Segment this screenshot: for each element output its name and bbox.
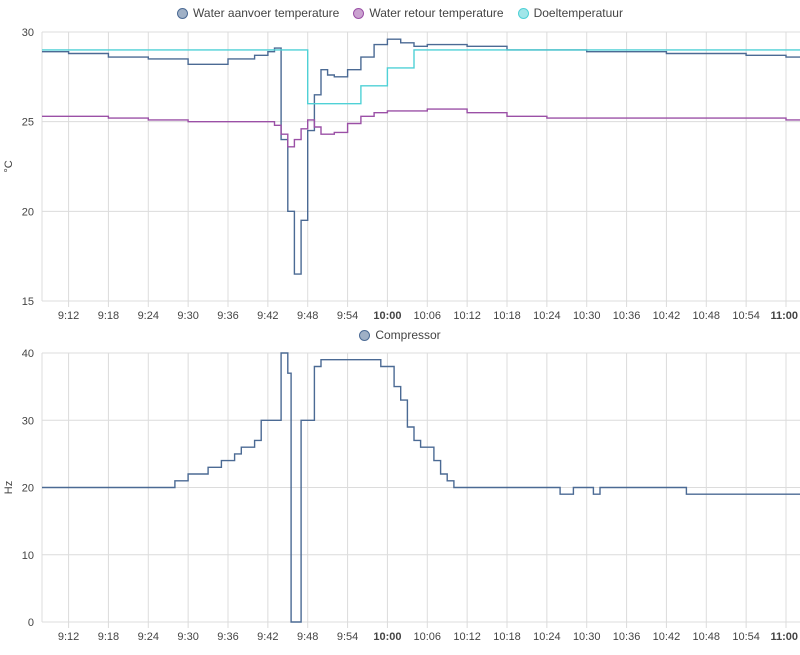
x-tick-label: 9:30 xyxy=(177,310,198,322)
x-tick-label: 9:12 xyxy=(58,310,79,322)
x-tick-label: 10:48 xyxy=(693,631,721,643)
temperature-chart: 15 20 25 30 9:12 9:18 9:24 9:30 9:36 9:42 9:48 9:54… xyxy=(3,27,800,322)
legend-label: Doeltemperatuur xyxy=(533,6,623,20)
x-tick-label: 10:06 xyxy=(414,310,442,322)
legend-swatch xyxy=(177,7,189,19)
x-tick-label: 10:06 xyxy=(414,631,442,643)
y-axis-label: °C xyxy=(3,160,15,172)
x-tick-label: 10:18 xyxy=(493,631,521,643)
y-tick-label: 0 xyxy=(28,617,34,629)
legend-label: Water aanvoer temperature xyxy=(193,6,340,20)
x-tick-label: 10:48 xyxy=(693,310,721,322)
x-tick-label: 11:00 xyxy=(770,631,798,643)
x-tick-label: 10:54 xyxy=(732,631,760,643)
x-tick-label: 9:18 xyxy=(98,631,119,643)
series-line xyxy=(42,352,800,623)
y-tick-label: 30 xyxy=(22,27,34,39)
series-line xyxy=(42,108,800,148)
y-tick-label: 20 xyxy=(22,206,34,218)
x-tick-label: 9:48 xyxy=(297,631,318,643)
y-tick-label: 15 xyxy=(22,296,34,308)
x-tick-label: 10:36 xyxy=(613,631,641,643)
x-tick-label: 9:36 xyxy=(217,310,238,322)
x-tick-label: 10:42 xyxy=(653,631,681,643)
x-tick-label: 10:30 xyxy=(573,310,601,322)
x-tick-label: 10:42 xyxy=(653,310,681,322)
legend-label: Compressor xyxy=(375,328,441,342)
y-axis-label: Hz xyxy=(3,481,15,494)
x-tick-label: 9:24 xyxy=(138,631,159,643)
x-tick-label: 9:30 xyxy=(177,631,198,643)
y-tick-label: 20 xyxy=(22,483,34,495)
bottom-chart-legend: Compressor xyxy=(0,328,800,342)
legend-item[interactable]: Doeltemperatuur xyxy=(517,6,623,20)
x-tick-label: 9:18 xyxy=(98,310,119,322)
compressor-chart: 0 10 20 30 40 9:12 9:18 9:24 9:30 9:36 9:42 9:48 9:5… xyxy=(3,348,800,643)
legend-label: Water retour temperature xyxy=(369,6,504,20)
x-tick-label: 10:18 xyxy=(493,310,521,322)
x-tick-label: 10:00 xyxy=(373,310,401,322)
legend-item[interactable]: Water retour temperature xyxy=(353,6,504,20)
x-tick-label: 9:12 xyxy=(58,631,79,643)
legend-item[interactable]: Compressor xyxy=(359,328,441,342)
x-tick-label: 9:48 xyxy=(297,310,318,322)
x-tick-label: 10:12 xyxy=(453,631,481,643)
series-line xyxy=(42,38,800,275)
x-tick-label: 9:36 xyxy=(217,631,238,643)
x-tick-label: 10:36 xyxy=(613,310,641,322)
y-tick-label: 40 xyxy=(22,348,34,360)
x-tick-label: 9:54 xyxy=(337,631,358,643)
x-tick-label: 10:24 xyxy=(533,310,561,322)
x-tick-label: 10:00 xyxy=(373,631,401,643)
x-tick-label: 10:24 xyxy=(533,631,561,643)
x-tick-label: 9:42 xyxy=(257,631,278,643)
top-chart-legend: Water aanvoer temperature Water retour te… xyxy=(0,6,800,20)
x-tick-label: 10:30 xyxy=(573,631,601,643)
x-tick-label: 9:42 xyxy=(257,310,278,322)
y-tick-label: 25 xyxy=(22,117,34,129)
y-tick-label: 30 xyxy=(22,415,34,427)
legend-item[interactable]: Water aanvoer temperature xyxy=(177,6,339,20)
y-tick-label: 10 xyxy=(22,550,34,562)
x-tick-label: 9:54 xyxy=(337,310,358,322)
legend-swatch xyxy=(517,7,529,19)
legend-swatch xyxy=(359,329,371,341)
x-tick-label: 11:00 xyxy=(770,310,798,322)
series-line xyxy=(42,49,800,105)
x-tick-label: 9:24 xyxy=(138,310,159,322)
x-tick-label: 10:54 xyxy=(732,310,760,322)
legend-swatch xyxy=(353,7,365,19)
x-tick-label: 10:12 xyxy=(453,310,481,322)
